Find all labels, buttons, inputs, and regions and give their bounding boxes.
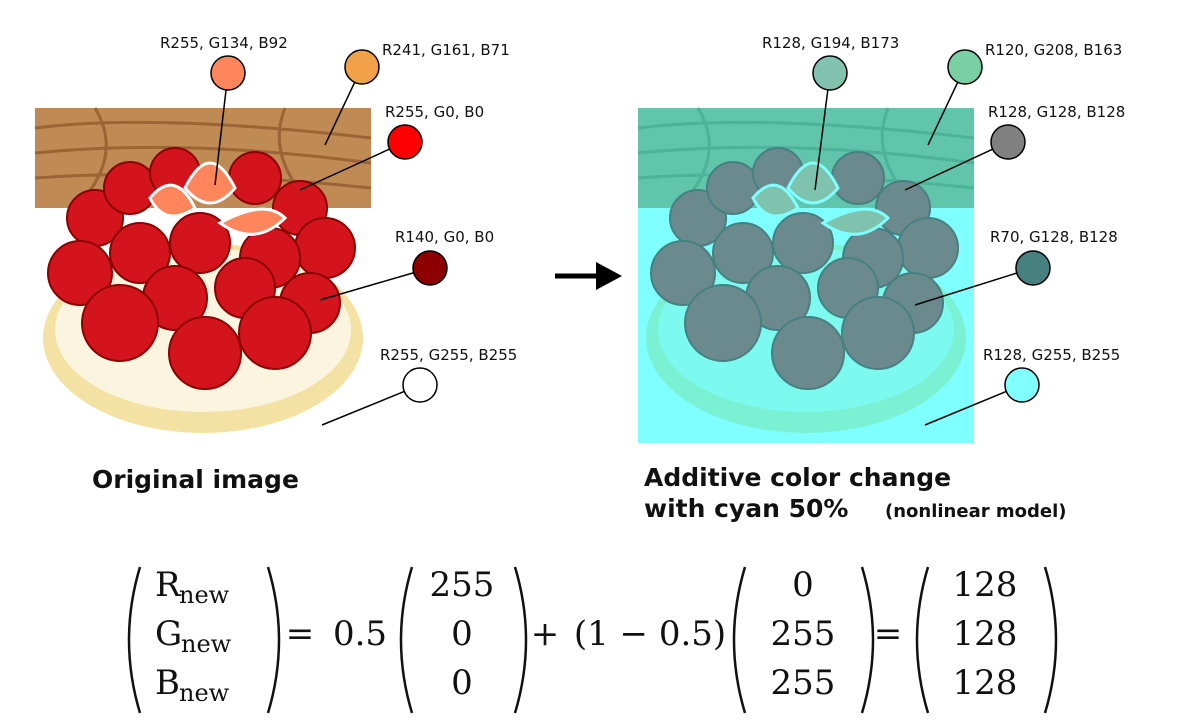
color-swatch — [210, 55, 246, 91]
swatch-label: R255, G255, B255 — [380, 346, 517, 364]
swatch-label: R70, G128, B128 — [990, 228, 1118, 246]
vector-entry: 128 — [953, 565, 1018, 605]
tinted-image — [636, 106, 976, 445]
pointer-line — [924, 390, 1007, 426]
color-swatch — [990, 124, 1026, 160]
caption: with cyan 50% — [644, 494, 848, 523]
color-swatch — [412, 250, 448, 286]
symbol: R — [155, 565, 182, 605]
parenthesis — [1043, 566, 1058, 714]
parenthesis — [399, 566, 414, 714]
vector-entry: 0 — [792, 565, 814, 605]
swatch-label: R128, G255, B255 — [983, 346, 1120, 364]
color-swatch — [344, 49, 380, 85]
swatch-label: R241, G161, B71 — [382, 41, 510, 59]
color-swatch — [947, 49, 983, 85]
vector-entry: 0 — [451, 663, 473, 703]
arrow — [555, 262, 622, 290]
vector-entry: 255 — [430, 565, 495, 605]
color-swatch — [387, 124, 423, 160]
parenthesis — [266, 566, 281, 714]
pointer-line — [914, 272, 1018, 306]
vector-entry: 0 — [451, 614, 473, 654]
parenthesis — [513, 566, 528, 714]
parenthesis — [860, 566, 875, 714]
vector-entry: 255 — [771, 663, 836, 703]
parenthesis — [915, 566, 930, 714]
color-swatch — [402, 367, 438, 403]
vector-entry: 128 — [953, 614, 1018, 654]
pointer-line — [814, 89, 829, 191]
subscript: new — [179, 679, 230, 707]
caption: Original image — [92, 465, 299, 494]
pointer-line — [321, 390, 405, 426]
subscript: new — [181, 630, 232, 658]
pointer-line — [904, 148, 993, 191]
subscript: new — [179, 581, 230, 609]
swatch-label: R255, G0, B0 — [385, 103, 484, 121]
swatch-label: R120, G208, B163 — [985, 41, 1122, 59]
pointer-line — [324, 82, 356, 146]
swatch-label: R128, G194, B173 — [762, 34, 899, 52]
parenthesis — [127, 566, 142, 714]
pointer-line — [927, 82, 959, 146]
parenthesis — [732, 566, 747, 714]
operator: = — [874, 614, 903, 654]
color-swatch — [1004, 367, 1040, 403]
coefficient: (1 − 0.5) — [574, 614, 726, 654]
original-image — [33, 106, 373, 445]
swatch-label: R255, G134, B92 — [160, 34, 288, 52]
caption: Additive color change — [644, 463, 951, 492]
operator: = — [286, 614, 315, 654]
vector-entry: 128 — [953, 663, 1018, 703]
color-swatch — [812, 55, 848, 91]
color-swatch — [1015, 250, 1051, 286]
caption-note: (nonlinear model) — [885, 501, 1067, 522]
pointer-line — [319, 272, 414, 301]
swatch-label: R140, G0, B0 — [395, 228, 494, 246]
swatch-label: R128, G128, B128 — [988, 103, 1125, 121]
symbol: B — [155, 663, 180, 703]
vector-entry: 255 — [771, 614, 836, 654]
symbol: G — [155, 614, 182, 654]
coefficient: 0.5 — [333, 614, 387, 654]
pointer-line — [214, 89, 227, 186]
pointer-line — [299, 148, 390, 191]
operator: + — [531, 614, 560, 654]
